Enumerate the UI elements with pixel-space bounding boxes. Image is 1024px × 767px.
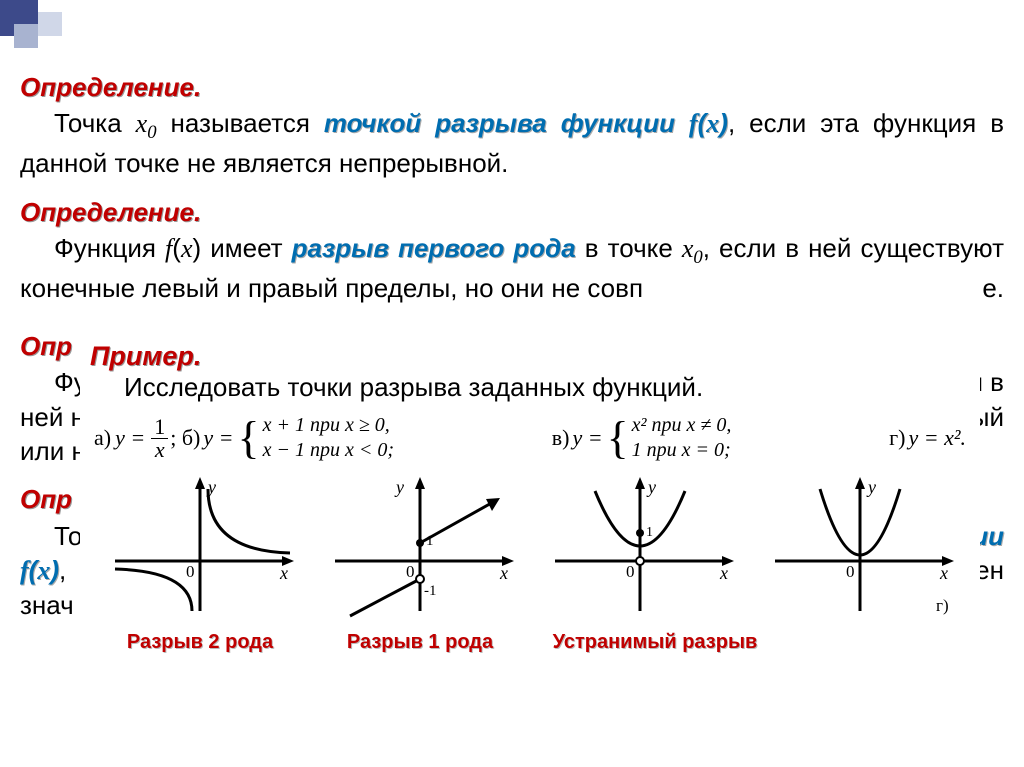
svg-text:0: 0 bbox=[186, 562, 195, 581]
svg-text:x: x bbox=[499, 563, 508, 583]
formula-row: а) y = 1x ; б) y = { x + 1 при x ≥ 0, x … bbox=[90, 413, 970, 463]
p2-text-b: имеет bbox=[201, 233, 291, 263]
p2-text-c: в точке bbox=[576, 233, 682, 263]
p1-x0: x bbox=[136, 109, 148, 138]
graph-captions: Разрыв 2 рода Разрыв 1 рода Устранимый р… bbox=[90, 631, 970, 654]
p2-emphasis: разрыв первого рода bbox=[292, 233, 576, 263]
p2-text-a: Функция bbox=[54, 233, 165, 263]
example-task: Исследовать точки разрыва заданных функц… bbox=[124, 372, 970, 403]
svg-text:x: x bbox=[939, 563, 948, 583]
p1-emphasis: точкой разрыва функции f(x) bbox=[324, 108, 728, 138]
formula-a: а) y = 1x ; б) y = { x + 1 при x ≥ 0, x … bbox=[94, 413, 394, 463]
svg-text:-1: -1 bbox=[424, 583, 437, 599]
svg-text:y: y bbox=[394, 477, 404, 497]
svg-text:0: 0 bbox=[846, 562, 855, 581]
example-heading: Пример. bbox=[90, 341, 201, 371]
definition-1-text: Точка x0 называется точкой разрыва функц… bbox=[20, 106, 1004, 180]
svg-text:x: x bbox=[719, 563, 728, 583]
svg-text:г): г) bbox=[936, 596, 949, 615]
svg-text:1: 1 bbox=[646, 525, 653, 540]
caption-2: Разрыв 1 рода bbox=[320, 631, 520, 654]
slide-corner-decoration bbox=[0, 0, 90, 60]
p2-x0: x bbox=[682, 234, 694, 263]
p2-tail: е. bbox=[948, 271, 1004, 305]
svg-text:1: 1 bbox=[426, 533, 434, 549]
caption-3: Устранимый разрыв bbox=[540, 631, 770, 654]
p1-text-b: называется bbox=[157, 108, 324, 138]
graph-c: y x 0 1 bbox=[540, 471, 740, 621]
definition-heading-2: Определение. bbox=[20, 195, 1004, 229]
graphs-row: y x 0 y x 0 1 -1 bbox=[90, 471, 970, 621]
svg-text:x: x bbox=[279, 563, 288, 583]
svg-text:0: 0 bbox=[626, 562, 635, 581]
definition-heading-1: Определение. bbox=[20, 70, 1004, 104]
graph-b: y x 0 1 -1 bbox=[320, 471, 520, 621]
graph-d: y x 0 г) bbox=[760, 471, 960, 621]
svg-text:y: y bbox=[866, 477, 876, 497]
p2-fx: f bbox=[165, 234, 172, 263]
example-overlay: Пример. Исследовать точки разрыва заданн… bbox=[80, 335, 980, 662]
formula-d: г) y = x². bbox=[889, 425, 966, 451]
formula-c: в) y = { x² при x ≠ 0, 1 при x = 0; bbox=[552, 413, 732, 463]
graph-a: y x 0 bbox=[100, 471, 300, 621]
caption-1: Разрыв 2 рода bbox=[100, 631, 300, 654]
svg-text:0: 0 bbox=[406, 562, 415, 581]
svg-text:y: y bbox=[646, 477, 656, 497]
definition-2-text: Функция f(x) имеет разрыв первого рода в… bbox=[20, 231, 1004, 305]
p1-text-a: Точка bbox=[54, 108, 136, 138]
